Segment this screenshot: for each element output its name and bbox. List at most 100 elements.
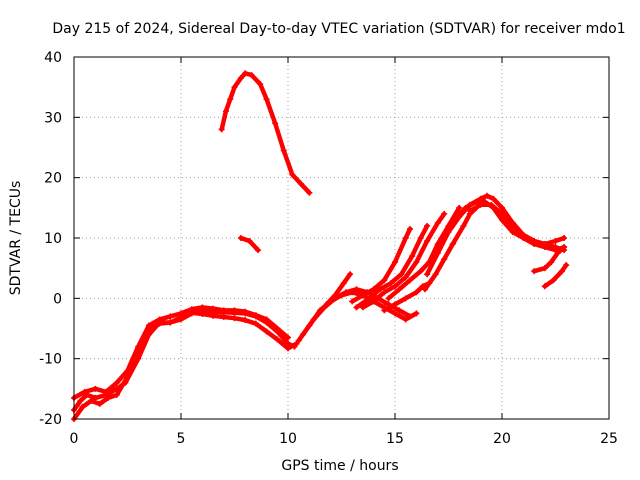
- data-point: [222, 108, 229, 115]
- data-point: [499, 210, 505, 217]
- data-point: [434, 241, 441, 248]
- data-point: [554, 250, 561, 257]
- data-point: [353, 304, 360, 311]
- series-line-16: [531, 244, 567, 274]
- data-point: [462, 204, 469, 211]
- data-point: [252, 320, 259, 327]
- data-point: [297, 180, 304, 187]
- data-point: [381, 277, 388, 284]
- data-point: [231, 315, 238, 322]
- data-point: [96, 400, 103, 407]
- data-point: [366, 295, 373, 302]
- y-tick-label: 0: [53, 291, 62, 307]
- x-tick-label: 10: [279, 431, 297, 447]
- x-tick-label: 15: [386, 431, 404, 447]
- y-tick-label: 10: [44, 231, 62, 247]
- data-point: [220, 314, 227, 321]
- data-point: [392, 259, 398, 266]
- data-point: [417, 235, 424, 241]
- y-tick-label: 30: [44, 110, 62, 126]
- data-point: [310, 316, 317, 323]
- data-point: [220, 307, 227, 314]
- data-point: [227, 96, 234, 103]
- data-point: [79, 403, 86, 410]
- data-point: [218, 126, 225, 133]
- data-point: [340, 280, 347, 287]
- data-point: [381, 307, 388, 314]
- data-point: [441, 256, 448, 263]
- chart-title: Day 215 of 2024, Sidereal Day-to-day VTE…: [52, 21, 625, 37]
- y-tick-label: 20: [44, 171, 62, 187]
- data-point: [295, 337, 302, 344]
- data-point: [531, 238, 538, 245]
- data-point: [484, 192, 491, 199]
- y-tick-label: -10: [39, 352, 62, 368]
- data-point: [274, 325, 281, 332]
- data-point: [563, 262, 570, 269]
- data-point: [88, 397, 95, 404]
- data-point: [451, 216, 458, 223]
- data-point: [424, 271, 431, 278]
- data-point: [432, 271, 439, 278]
- x-tick-label: 5: [177, 431, 186, 447]
- data-point: [477, 201, 484, 208]
- data-point: [92, 394, 99, 401]
- data-point: [406, 225, 413, 232]
- grid: [74, 57, 609, 419]
- data-point: [289, 171, 296, 178]
- data-point: [353, 286, 360, 293]
- data-point: [466, 207, 473, 214]
- data-point: [321, 304, 328, 311]
- data-point: [210, 312, 217, 319]
- data-point: [381, 289, 388, 296]
- data-point: [413, 259, 420, 266]
- data-point: [113, 379, 120, 386]
- data-point: [92, 385, 99, 392]
- data-point: [167, 313, 174, 320]
- data-point: [402, 235, 409, 241]
- y-axis: -20 -10 0 10 20 30 40: [39, 50, 609, 428]
- data-point: [434, 250, 441, 257]
- data-point: [242, 308, 249, 315]
- data-point: [263, 316, 270, 323]
- data-point: [272, 120, 279, 127]
- data-point: [77, 397, 84, 404]
- data-point: [552, 238, 559, 245]
- data-point: [402, 316, 409, 323]
- series-line-17: [542, 262, 569, 289]
- data-point: [417, 268, 424, 275]
- data-point: [167, 319, 174, 326]
- data-point: [299, 331, 306, 338]
- data-point: [280, 147, 287, 154]
- data-point: [370, 286, 377, 293]
- data-point: [135, 352, 142, 359]
- data-point: [349, 298, 356, 305]
- data-point: [105, 394, 112, 401]
- data-point: [402, 295, 409, 302]
- data-point: [449, 241, 456, 248]
- data-point: [263, 328, 270, 335]
- data-point: [359, 292, 366, 299]
- data-point: [561, 244, 568, 251]
- data-point: [460, 222, 467, 229]
- data-point: [413, 310, 420, 317]
- data-point: [413, 289, 420, 296]
- data-point: [387, 280, 394, 287]
- data-point: [552, 244, 559, 251]
- y-tick-label: -20: [39, 412, 62, 428]
- data-point: [392, 310, 398, 317]
- data-point: [210, 305, 217, 312]
- data-point: [561, 235, 568, 241]
- data-point: [445, 228, 452, 235]
- data-point: [406, 313, 413, 320]
- data-point: [558, 268, 565, 275]
- data-point: [424, 222, 431, 229]
- data-point: [306, 189, 313, 196]
- data-point: [178, 314, 184, 321]
- data-point: [456, 204, 463, 211]
- x-axis-label: GPS time / hours: [281, 458, 398, 474]
- data-point: [359, 304, 366, 311]
- data-point: [237, 235, 244, 241]
- data-point: [541, 283, 548, 290]
